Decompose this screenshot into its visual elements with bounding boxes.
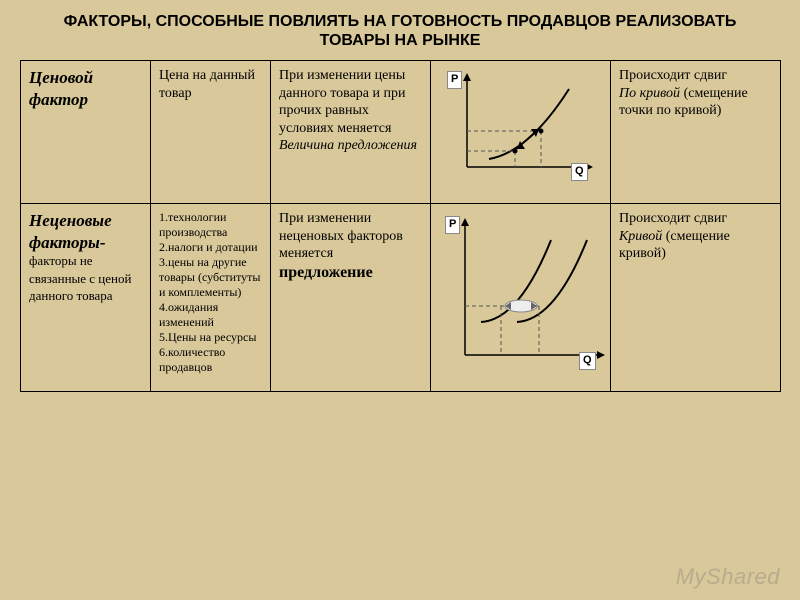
- cell-change-desc: При изменении неценовых факторов меняетс…: [271, 204, 431, 392]
- factor-heading: Неценовые факторы-: [29, 211, 112, 252]
- cell-change-desc: При изменении цены данного товара и при …: [271, 61, 431, 204]
- emphasis: предложение: [279, 264, 373, 281]
- factor-heading: Ценовой фактор: [29, 68, 93, 109]
- cell-graph: P Q: [431, 61, 611, 204]
- cell-graph: P Q: [431, 204, 611, 392]
- watermark: MyShared: [676, 564, 780, 590]
- factor-subnote: факторы не связанные с ценой данного тов…: [29, 253, 131, 303]
- emphasis: По кривой: [619, 86, 680, 101]
- cell-factor-desc: Цена на данный товар: [151, 61, 271, 204]
- table-row: Неценовые факторы- факторы не связанные …: [21, 204, 781, 392]
- axis-label-p: P: [445, 216, 460, 234]
- cell-factor-list: 1.технологии производства 2.налоги и дот…: [151, 204, 271, 392]
- factors-table: Ценовой фактор Цена на данный товар При …: [20, 60, 781, 392]
- axis-label-q: Q: [579, 352, 596, 370]
- table-row: Ценовой фактор Цена на данный товар При …: [21, 61, 781, 204]
- cell-result: Происходит сдвиг Кривой (смещение кривой…: [611, 204, 781, 392]
- axis-label-p: P: [447, 71, 462, 89]
- cell-factor-name: Неценовые факторы- факторы не связанные …: [21, 204, 151, 392]
- axis-label-q: Q: [571, 163, 588, 181]
- supply-graph-2: [439, 210, 609, 375]
- graph-curve-shift: P Q: [439, 210, 602, 385]
- cell-result: Происходит сдвиг По кривой (смещение точ…: [611, 61, 781, 204]
- page-title: ФАКТОРЫ, СПОСОБНЫЕ ПОВЛИЯТЬ НА ГОТОВНОСТ…: [0, 0, 800, 60]
- emphasis: Кривой: [619, 229, 662, 244]
- graph-point-shift: P Q: [439, 67, 602, 197]
- emphasis: Величина предложения: [279, 138, 417, 153]
- cell-factor-name: Ценовой фактор: [21, 61, 151, 204]
